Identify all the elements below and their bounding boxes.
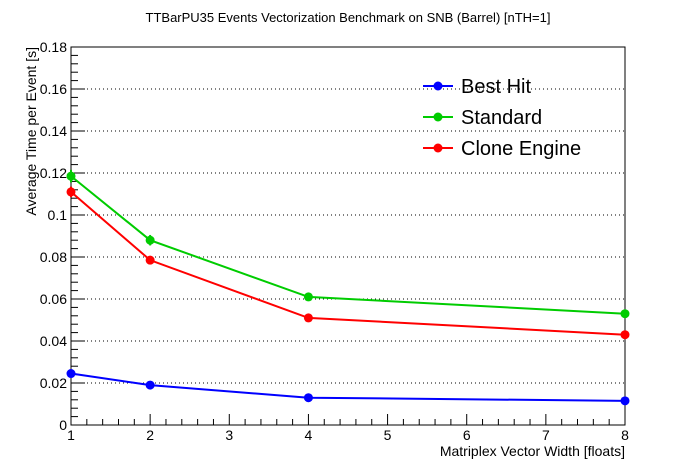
data-point: [66, 171, 76, 181]
series-line: [70, 175, 626, 315]
data-point: [303, 292, 313, 302]
data-point: [620, 309, 630, 319]
y-tick-label: 0.12: [40, 165, 67, 181]
data-point: [66, 369, 76, 379]
data-point: [303, 313, 313, 323]
legend-swatch-marker: [433, 81, 443, 91]
y-tick-label: 0.16: [40, 81, 67, 97]
grid-lines: [71, 88, 625, 384]
data-point: [66, 187, 76, 197]
data-point: [303, 393, 313, 403]
legend-label: Standard: [461, 107, 542, 129]
data-point: [145, 255, 155, 265]
y-tick-label: 0.06: [40, 291, 67, 307]
legend-label: Best Hit: [461, 76, 531, 98]
x-tick-label: 4: [305, 427, 313, 443]
legend: Best Hit Standard Clone Engine: [423, 76, 581, 160]
data-point: [620, 330, 630, 340]
legend-swatch-marker: [433, 143, 443, 153]
y-tick-label: 0.04: [40, 333, 67, 349]
series-group: [66, 169, 630, 406]
plot-frame: [70, 46, 626, 426]
y-tick-label: 0.14: [40, 123, 67, 139]
y-axis-label: Average Time per Event [s]: [23, 47, 39, 216]
legend-swatch-marker: [433, 112, 443, 122]
series-line: [70, 372, 626, 402]
y-axis: 0 0.02 0.04 0.06 0.08 0.1 0.12 0.14 0.16 0.18: [40, 39, 85, 433]
legend-label: Clone Engine: [461, 138, 581, 160]
y-tick-label: 0.02: [40, 375, 67, 391]
series-line: [70, 191, 626, 336]
y-tick-label: 0.1: [48, 207, 68, 223]
y-tick-label: 0.18: [40, 39, 67, 55]
data-point: [145, 380, 155, 390]
y-tick-label: 0: [59, 417, 67, 433]
y-tick-label: 0.08: [40, 249, 67, 265]
x-axis-label: Matriplex Vector Width [floats]: [440, 443, 625, 459]
data-point: [145, 235, 155, 245]
x-tick-label: 8: [621, 427, 629, 443]
x-tick-label: 6: [463, 427, 471, 443]
x-tick-label: 5: [384, 427, 392, 443]
x-axis: 1 2 3 4 5 6 7 8: [67, 414, 629, 443]
data-point: [620, 396, 630, 406]
x-tick-label: 1: [67, 427, 75, 443]
x-tick-label: 2: [146, 427, 154, 443]
chart-title: TTBarPU35 Events Vectorization Benchmark…: [146, 10, 551, 25]
x-tick-label: 3: [225, 427, 233, 443]
x-tick-label: 7: [542, 427, 550, 443]
